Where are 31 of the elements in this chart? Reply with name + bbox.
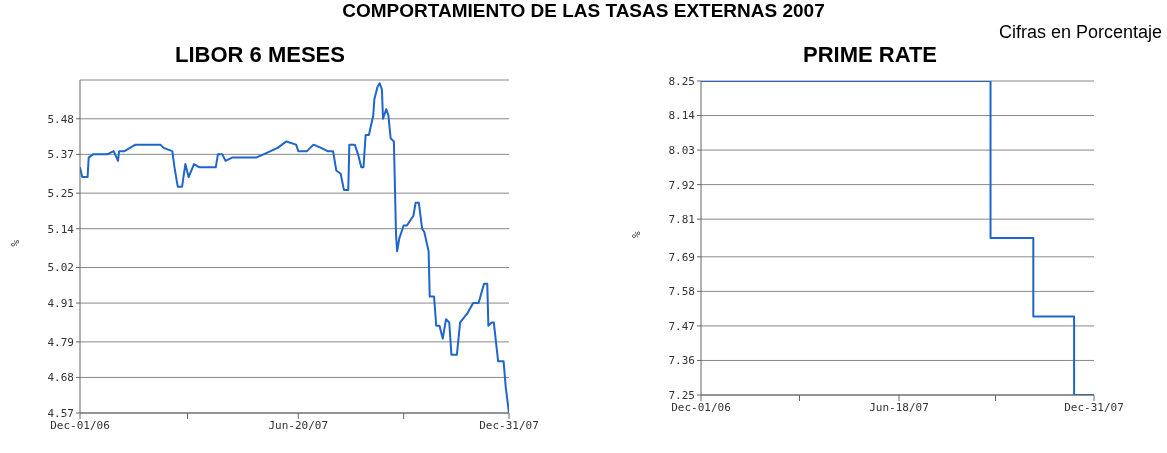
y-tick-label: 7.81 [668,213,695,227]
y-tick-label: 7.47 [668,319,695,333]
y-tick-label: 5.25 [47,187,74,201]
y-tick-label: 7.25 [668,388,695,402]
y-tick-label: 7.36 [668,354,695,368]
x-tick-label: Dec-31/07 [1064,400,1124,414]
y-tick-label: 7.92 [668,178,695,192]
y-tick-label: 4.91 [47,296,74,310]
y-tick-label: 4.57 [47,406,74,420]
y-tick-label: 4.79 [47,335,74,349]
x-tick-label: Jun-18/07 [869,400,929,414]
y-tick-label: 5.48 [47,112,74,126]
y-tick-label: 8.14 [668,109,696,123]
y-axis-title: % [629,231,643,238]
text: Cifras en Porcentaje [997,22,1162,43]
y-tick-label: 5.37 [47,148,74,162]
y-tick-label: 8.03 [668,143,695,157]
y-tick-label: 7.58 [668,285,695,299]
y-tick-label: 5.14 [47,222,75,236]
x-tick-label: Dec-31/07 [479,418,539,432]
y-axis-title: % [8,239,22,247]
text: COMPORTAMIENTO DE LAS TASAS EXTERNAS 2007 [341,0,826,22]
x-tick-label: Dec-01/06 [671,400,731,414]
y-tick-label: 7.69 [668,250,695,264]
y-tick-label: 8.25 [668,74,695,88]
chart-title: PRIME RATE [801,42,938,68]
chart-title: LIBOR 6 MESES [174,42,346,68]
y-tick-label: 5.02 [47,261,74,275]
x-tick-label: Jun-20/07 [268,418,329,432]
x-tick-label: Dec-01/06 [50,418,110,432]
y-tick-label: 4.68 [47,371,74,385]
